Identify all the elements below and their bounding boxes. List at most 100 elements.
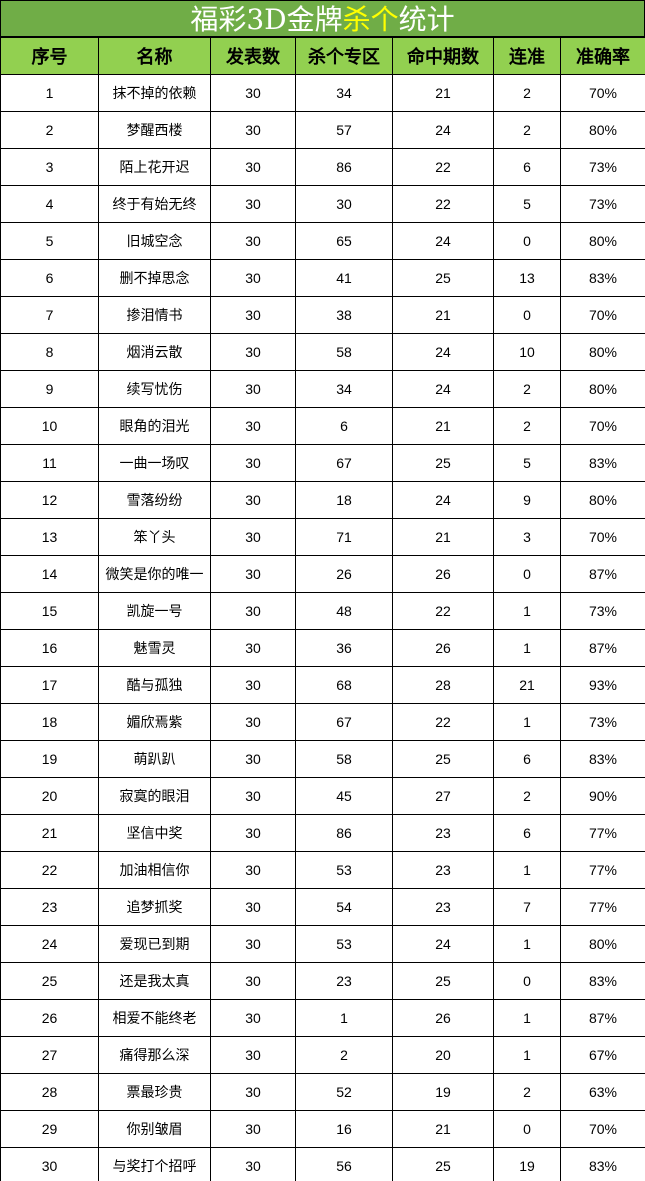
cell-col-name: 魅雪灵 [98,629,211,667]
cell-col-kill: 30 [295,185,393,223]
cell-col-accuracy: 87% [560,999,645,1037]
cell-col-kill: 52 [295,1073,393,1111]
cell-col-posts: 30 [210,962,296,1000]
cell-col-kill: 23 [295,962,393,1000]
cell-col-accuracy: 77% [560,888,645,926]
cell-col-accuracy: 83% [560,1147,645,1181]
cell-col-name: 烟消云散 [98,333,211,371]
cell-col-kill: 16 [295,1110,393,1148]
cell-col-kill: 86 [295,814,393,852]
cell-col-name: 雪落纷纷 [98,481,211,519]
cell-col-index: 7 [0,296,99,334]
cell-col-posts: 30 [210,222,296,260]
table-row: 21 坚信中奖 30 86 23 6 77% [0,814,645,852]
cell-col-accuracy: 80% [560,111,645,149]
cell-col-accuracy: 83% [560,259,645,297]
cell-col-hits: 24 [392,111,494,149]
table-row: 1 抹不掉的依赖 30 34 21 2 70% [0,74,645,112]
cell-col-kill: 58 [295,740,393,778]
cell-col-streak: 10 [493,333,561,371]
cell-col-streak: 13 [493,259,561,297]
cell-col-posts: 30 [210,999,296,1037]
table-row: 27 痛得那么深 30 2 20 1 67% [0,1036,645,1074]
cell-col-posts: 30 [210,814,296,852]
table-row: 2 梦醒西楼 30 57 24 2 80% [0,111,645,149]
cell-col-kill: 57 [295,111,393,149]
cell-col-accuracy: 83% [560,444,645,482]
cell-col-hits: 23 [392,851,494,889]
title-text: 福彩3D金牌 [190,3,343,36]
cell-col-accuracy: 80% [560,370,645,408]
cell-col-index: 11 [0,444,99,482]
cell-col-accuracy: 80% [560,925,645,963]
cell-col-name: 酷与孤独 [98,666,211,704]
cell-col-index: 20 [0,777,99,815]
title-text-end: 统计 [398,3,455,36]
cell-col-index: 5 [0,222,99,260]
cell-col-posts: 30 [210,1073,296,1111]
cell-col-streak: 1 [493,703,561,741]
cell-col-streak: 0 [493,222,561,260]
cell-col-name: 掺泪情书 [98,296,211,334]
cell-col-index: 21 [0,814,99,852]
cell-col-index: 29 [0,1110,99,1148]
cell-col-name: 萌趴趴 [98,740,211,778]
cell-col-kill: 54 [295,888,393,926]
cell-col-name: 与奖打个招呼 [98,1147,211,1181]
table-row: 14 微笑是你的唯一 30 26 26 0 87% [0,555,645,593]
cell-col-streak: 1 [493,1036,561,1074]
cell-col-hits: 26 [392,629,494,667]
cell-col-accuracy: 80% [560,222,645,260]
cell-col-streak: 19 [493,1147,561,1181]
cell-col-accuracy: 87% [560,555,645,593]
cell-col-hits: 26 [392,555,494,593]
cell-col-index: 8 [0,333,99,371]
cell-col-index: 16 [0,629,99,667]
cell-col-streak: 6 [493,814,561,852]
cell-col-hits: 27 [392,777,494,815]
cell-col-index: 3 [0,148,99,186]
cell-col-accuracy: 77% [560,814,645,852]
cell-col-streak: 0 [493,1110,561,1148]
table-row: 24 爱现已到期 30 53 24 1 80% [0,925,645,963]
cell-col-index: 27 [0,1036,99,1074]
cell-col-name: 寂寞的眼泪 [98,777,211,815]
table-row: 10 眼角的泪光 30 6 21 2 70% [0,407,645,445]
cell-col-accuracy: 80% [560,481,645,519]
cell-col-streak: 1 [493,999,561,1037]
cell-col-name: 加油相信你 [98,851,211,889]
cell-col-index: 10 [0,407,99,445]
cell-col-posts: 30 [210,629,296,667]
cell-col-index: 15 [0,592,99,630]
cell-col-posts: 30 [210,1110,296,1148]
cell-col-accuracy: 87% [560,629,645,667]
cell-col-kill: 53 [295,925,393,963]
header-col-accuracy: 准确率 [560,37,645,75]
header-row: 序号 名称 发表数 杀个专区 命中期数 连准 准确率 [0,37,645,75]
cell-col-posts: 30 [210,703,296,741]
cell-col-kill: 86 [295,148,393,186]
table-row: 4 终于有始无终 30 30 22 5 73% [0,185,645,223]
table-row: 23 追梦抓奖 30 54 23 7 77% [0,888,645,926]
table-row: 20 寂寞的眼泪 30 45 27 2 90% [0,777,645,815]
cell-col-accuracy: 83% [560,962,645,1000]
cell-col-kill: 71 [295,518,393,556]
cell-col-kill: 56 [295,1147,393,1181]
cell-col-hits: 19 [392,1073,494,1111]
cell-col-hits: 21 [392,74,494,112]
cell-col-hits: 24 [392,925,494,963]
table-row: 16 魅雪灵 30 36 26 1 87% [0,629,645,667]
cell-col-accuracy: 67% [560,1036,645,1074]
cell-col-index: 23 [0,888,99,926]
header-col-index: 序号 [0,37,99,75]
cell-col-name: 眼角的泪光 [98,407,211,445]
cell-col-streak: 0 [493,962,561,1000]
cell-col-name: 凯旋一号 [98,592,211,630]
cell-col-posts: 30 [210,740,296,778]
cell-col-streak: 1 [493,925,561,963]
cell-col-index: 22 [0,851,99,889]
header-col-posts: 发表数 [210,37,296,75]
cell-col-index: 1 [0,74,99,112]
cell-col-streak: 21 [493,666,561,704]
cell-col-hits: 21 [392,296,494,334]
